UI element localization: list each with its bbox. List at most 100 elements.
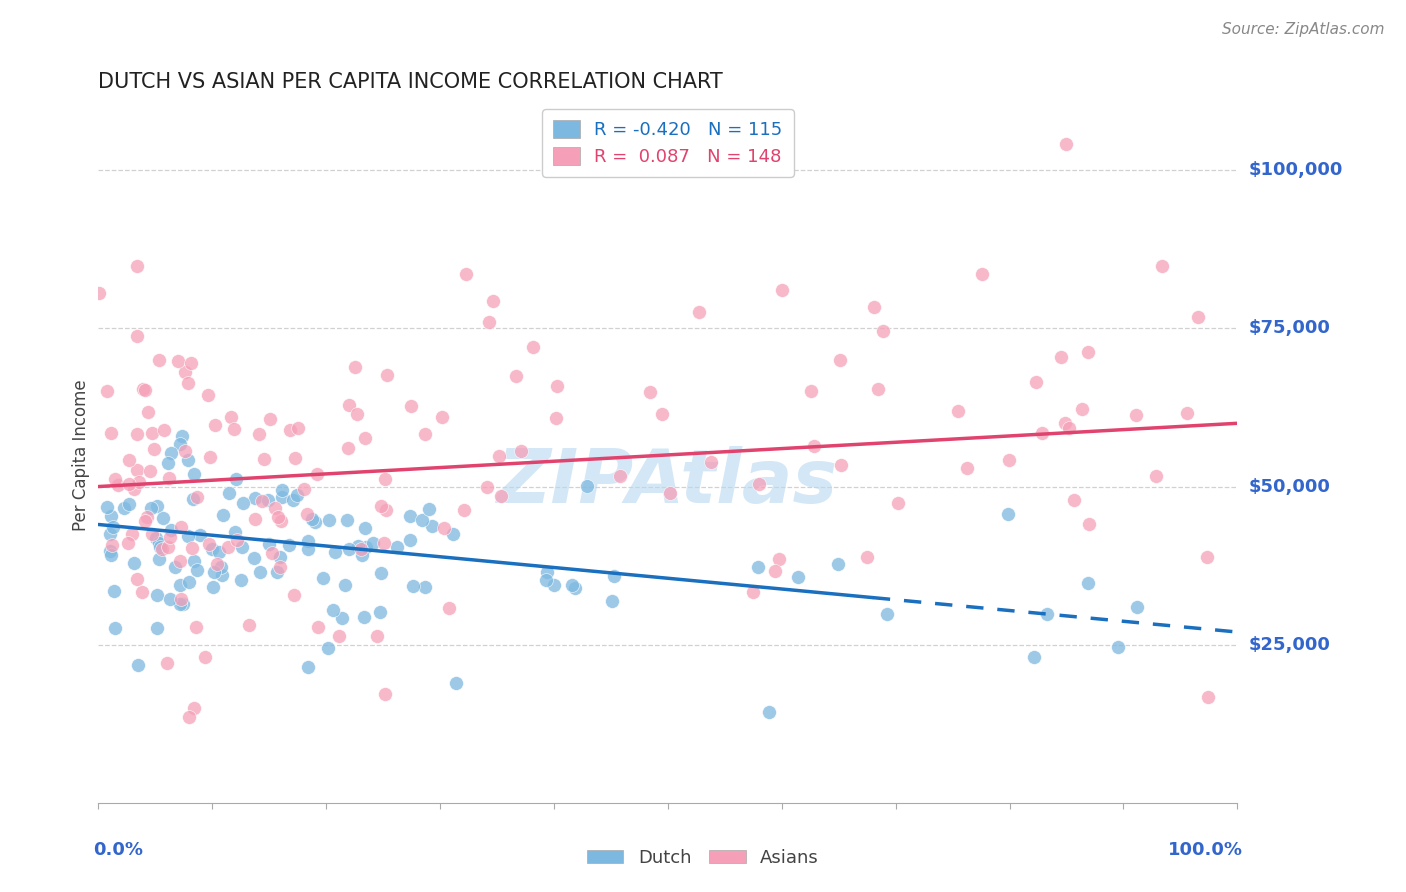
Point [245, 491, 267, 506]
Point [1126, 600, 1149, 615]
Point [217, 540, 239, 554]
Point [1144, 469, 1167, 483]
Point [307, 620, 329, 634]
Point [127, 657, 149, 672]
Point [257, 537, 280, 551]
Point [139, 463, 162, 477]
Point [145, 531, 167, 545]
Point [146, 588, 169, 602]
Point [221, 410, 243, 425]
Legend: R = -0.420   N = 115, R =  0.087   N = 148: R = -0.420 N = 115, R = 0.087 N = 148 [543, 109, 793, 177]
Point [202, 580, 225, 594]
Point [700, 455, 723, 469]
Point [100, 548, 122, 562]
Point [169, 597, 191, 611]
Point [128, 475, 150, 489]
Point [651, 407, 673, 421]
Point [297, 533, 319, 548]
Point [204, 418, 226, 433]
Point [482, 294, 505, 309]
Point [114, 500, 136, 515]
Point [177, 575, 200, 590]
Point [361, 536, 384, 550]
Point [741, 584, 763, 599]
Point [125, 427, 148, 442]
Point [262, 546, 284, 560]
Point [183, 491, 205, 506]
Point [1077, 345, 1099, 359]
Point [366, 629, 388, 643]
Point [872, 325, 894, 339]
Point [242, 550, 264, 565]
Point [177, 376, 200, 390]
Text: 0.0%: 0.0% [93, 841, 143, 859]
Point [201, 541, 224, 556]
Point [238, 618, 260, 632]
Point [401, 579, 423, 593]
Point [337, 441, 360, 455]
Point [297, 542, 319, 557]
Point [148, 552, 170, 566]
Point [328, 629, 350, 643]
Point [1054, 136, 1077, 151]
Point [107, 478, 129, 492]
Point [149, 540, 172, 554]
Point [295, 507, 318, 521]
Point [103, 584, 125, 599]
Point [231, 573, 253, 587]
Point [439, 600, 461, 615]
Point [269, 560, 291, 574]
Point [346, 407, 368, 421]
Point [1071, 402, 1094, 417]
Point [956, 461, 979, 475]
Point [337, 541, 360, 556]
Point [353, 609, 375, 624]
Point [226, 533, 249, 547]
Point [1150, 259, 1173, 273]
Point [477, 480, 499, 494]
Point [285, 488, 308, 502]
Point [243, 512, 266, 526]
Point [271, 483, 294, 497]
Point [146, 621, 169, 635]
Point [98, 527, 121, 541]
Point [183, 467, 205, 482]
Point [1025, 375, 1047, 389]
Point [1050, 351, 1073, 365]
Text: 100.0%: 100.0% [1168, 841, 1243, 859]
Point [104, 472, 127, 486]
Point [453, 502, 475, 516]
Point [312, 571, 335, 585]
Point [169, 437, 191, 451]
Point [441, 527, 464, 541]
Point [546, 378, 568, 392]
Point [856, 549, 879, 564]
Point [284, 450, 307, 465]
Point [169, 554, 191, 568]
Point [350, 542, 373, 557]
Point [266, 565, 288, 579]
Point [1053, 416, 1076, 430]
Point [96, 384, 118, 398]
Y-axis label: Per Capita Income: Per Capita Income [72, 379, 90, 531]
Point [125, 573, 148, 587]
Point [1077, 576, 1099, 591]
Point [148, 536, 170, 550]
Point [575, 479, 598, 493]
Point [747, 560, 769, 574]
Point [374, 503, 396, 517]
Point [180, 356, 202, 370]
Point [124, 482, 146, 496]
Point [505, 369, 527, 384]
Point [134, 514, 156, 528]
Point [172, 429, 194, 443]
Point [278, 424, 301, 438]
Point [1057, 420, 1080, 434]
Point [350, 548, 373, 562]
Point [101, 519, 124, 533]
Point [509, 443, 531, 458]
Point [543, 578, 565, 592]
Point [600, 594, 623, 608]
Point [143, 442, 166, 457]
Point [1195, 549, 1218, 564]
